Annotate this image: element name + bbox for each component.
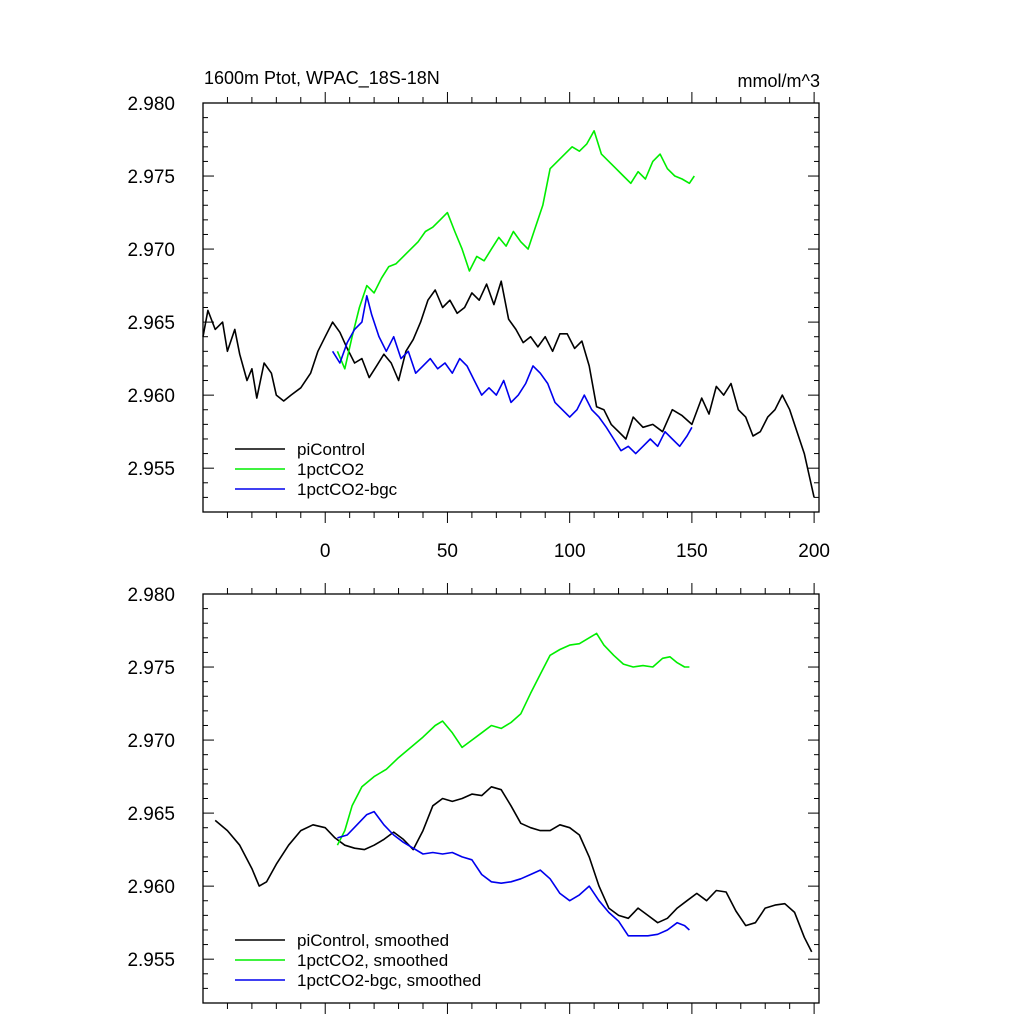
y-tick-label: 2.960 <box>127 386 175 407</box>
top-panel-title: 1600m Ptot, WPAC_18S-18N <box>204 68 440 89</box>
x-tick-label: 150 <box>676 541 708 562</box>
y-tick-label: 2.970 <box>127 240 175 261</box>
series-line-picontrol-smoothed <box>214 785 813 953</box>
top-panel-axes: 2.955 2.960 2.965 2.970 2.975 2.980 0 50 100 150 2… <box>127 92 830 562</box>
x-tick-label: 200 <box>798 541 830 562</box>
series-line-1pctco2-bgc <box>331 294 693 455</box>
y-tick-label: 2.975 <box>127 167 175 188</box>
y-tick-label: 2.980 <box>127 585 175 606</box>
series-line-1pctco2-smoothed <box>336 632 690 846</box>
top-panel-series <box>202 130 815 498</box>
series-line-1pctco2-bgc-smoothed <box>337 810 690 937</box>
y-tick-label: 2.965 <box>127 313 175 334</box>
bottom-panel-axes: 2.955 2.960 2.965 2.970 2.975 2.980 <box>127 583 819 1014</box>
legend-label: piControl, smoothed <box>297 931 449 950</box>
legend-label: 1pctCO2 <box>297 460 364 479</box>
top-panel-frame <box>202 102 820 513</box>
x-tick-label: 50 <box>437 541 458 562</box>
x-tick-label: 100 <box>554 541 586 562</box>
y-tick-label: 2.955 <box>127 459 175 480</box>
top-panel: 1600m Ptot, WPAC_18S-18N mmol/m^3 2.9552… <box>127 68 830 562</box>
bottom-panel: 2.955 2.960 2.965 2.970 2.975 2.980 piControl… <box>127 583 820 1014</box>
series-line-picontrol <box>202 280 815 498</box>
top-panel-units: mmol/m^3 <box>738 71 820 91</box>
x-tick-label: 0 <box>320 541 331 562</box>
legend-label: 1pctCO2, smoothed <box>297 951 448 970</box>
legend-label: 1pctCO2-bgc, smoothed <box>297 971 481 990</box>
bottom-panel-series <box>214 632 813 953</box>
bottom-panel-frame <box>202 593 820 1004</box>
y-tick-label: 2.970 <box>127 731 175 752</box>
y-tick-label: 2.965 <box>127 804 175 825</box>
legend-label: 1pctCO2-bgc <box>297 480 398 499</box>
series-line-1pctco2 <box>336 130 695 370</box>
legend-label: piControl <box>297 440 365 459</box>
y-tick-label: 2.955 <box>127 950 175 971</box>
y-tick-label: 2.960 <box>127 877 175 898</box>
y-tick-label: 2.980 <box>127 94 175 115</box>
y-tick-label: 2.975 <box>127 658 175 679</box>
